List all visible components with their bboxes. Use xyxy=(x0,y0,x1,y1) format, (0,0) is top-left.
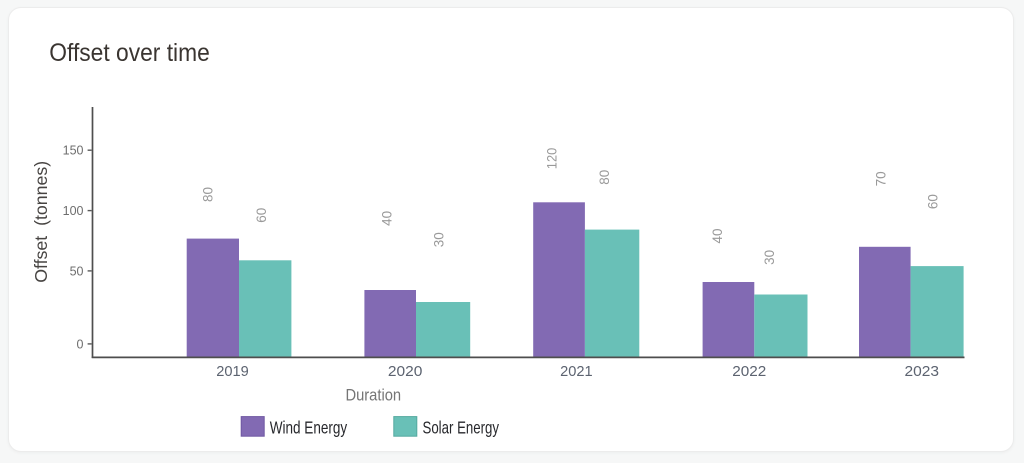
svg-text:70: 70 xyxy=(873,171,888,186)
svg-text:Offset over time: Offset over time xyxy=(49,39,210,67)
svg-text:Duration: Duration xyxy=(345,386,401,405)
svg-text:Offset (tonnes): Offset (tonnes) xyxy=(31,161,51,283)
svg-text:30: 30 xyxy=(432,232,447,247)
svg-text:40: 40 xyxy=(379,211,394,226)
svg-text:80: 80 xyxy=(597,170,612,185)
svg-text:30: 30 xyxy=(762,250,777,265)
svg-text:60: 60 xyxy=(925,194,940,209)
svg-text:2023: 2023 xyxy=(905,363,940,380)
svg-text:50: 50 xyxy=(70,264,84,278)
svg-text:60: 60 xyxy=(254,208,269,223)
svg-text:0: 0 xyxy=(77,337,84,351)
svg-text:2020: 2020 xyxy=(388,363,423,380)
svg-text:2022: 2022 xyxy=(732,363,766,380)
svg-text:Wind Energy: Wind Energy xyxy=(270,418,348,438)
svg-text:Solar Energy: Solar Energy xyxy=(423,418,500,438)
svg-text:100: 100 xyxy=(63,204,84,218)
svg-text:120: 120 xyxy=(545,148,560,170)
svg-text:2021: 2021 xyxy=(560,363,593,380)
svg-text:40: 40 xyxy=(710,228,725,243)
svg-text:2019: 2019 xyxy=(216,363,249,380)
svg-text:150: 150 xyxy=(63,144,84,158)
svg-text:80: 80 xyxy=(200,187,215,202)
